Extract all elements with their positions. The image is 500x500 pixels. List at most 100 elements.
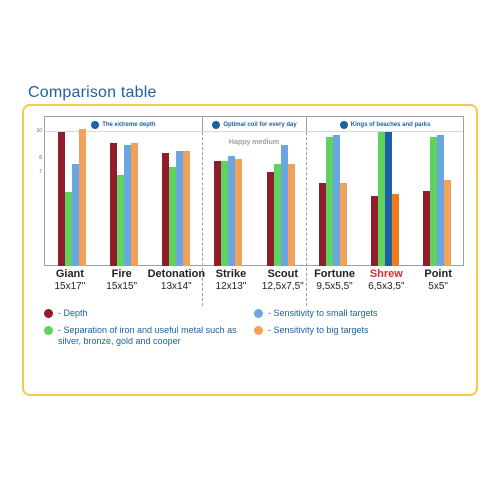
bar-sep — [378, 132, 385, 266]
category — [150, 132, 202, 266]
group-badge-icon — [91, 121, 99, 129]
bar-group — [110, 132, 138, 266]
outer-frame: The extreme depth Optimal coil for every … — [22, 104, 478, 396]
bar-sep — [326, 137, 333, 266]
group-header: Optimal coil for every day — [202, 117, 307, 132]
category-size: 15x15" — [96, 281, 148, 293]
category-size: 5x5" — [412, 281, 464, 293]
bar-big — [235, 159, 242, 266]
bar-small — [385, 132, 392, 266]
category-name: Detonation — [148, 268, 205, 281]
legend-text: - Separation of iron and useful metal su… — [58, 325, 254, 347]
bar-sep — [221, 161, 228, 266]
category-name: Fortune — [309, 268, 361, 281]
group-label-text: The extreme depth — [102, 122, 155, 128]
category — [45, 132, 97, 266]
bar-big — [288, 164, 295, 266]
legend: - Depth - Separation of iron and useful m… — [44, 308, 464, 346]
group-header-row: The extreme depth Optimal coil for every … — [45, 117, 463, 132]
bar-depth — [267, 172, 274, 266]
bar-big — [79, 129, 86, 266]
chart-area: The extreme depth Optimal coil for every … — [44, 116, 464, 266]
group-badge-icon — [212, 121, 220, 129]
bar-big — [340, 183, 347, 266]
bars-row — [45, 131, 463, 266]
y-ticks: 7 8 10 — [34, 131, 44, 266]
bar-depth — [162, 153, 169, 266]
category-size: 13x14" — [148, 281, 205, 293]
bar-big — [183, 151, 190, 266]
bar-small — [124, 145, 131, 266]
legend-item: - Separation of iron and useful metal su… — [44, 325, 254, 347]
bar-depth — [423, 191, 430, 266]
legend-swatch-icon — [44, 309, 53, 318]
legend-item: - Depth — [44, 308, 254, 319]
group-badge-icon — [340, 121, 348, 129]
y-tick-label: 8 — [39, 155, 42, 161]
category-size: 15x17" — [44, 281, 96, 293]
happy-medium-label: Happy medium — [229, 139, 279, 146]
y-tick-label: 10 — [36, 128, 42, 134]
category-size: 6,5x3,5" — [360, 281, 412, 293]
bar-group — [267, 132, 295, 266]
bar-group — [371, 132, 399, 266]
legend-col-right: - Sensitivity to small targets - Sensitiv… — [254, 308, 464, 346]
x-label: Point5x5" — [412, 268, 464, 292]
bar-small — [72, 164, 79, 266]
y-tick-label: 7 — [39, 169, 42, 175]
bar-group — [319, 132, 347, 266]
bar-sep — [430, 137, 437, 266]
legend-text: - Sensitivity to small targets — [268, 308, 378, 319]
x-labels-row: Giant15x17"Fire15x15"Detonation13x14"Str… — [44, 268, 464, 292]
bar-sep — [274, 164, 281, 266]
bar-depth — [214, 161, 221, 266]
category-size: 9,5x5,5" — [309, 281, 361, 293]
bar-group — [214, 132, 242, 266]
bar-sep — [65, 192, 72, 266]
legend-text: - Depth — [58, 308, 88, 319]
category-size: 12x13" — [205, 281, 257, 293]
x-label: Strike12x13" — [205, 268, 257, 292]
category — [202, 132, 254, 266]
group-label-text: Kings of beaches and parks — [351, 122, 431, 128]
bar-small — [281, 145, 288, 266]
bar-group — [162, 132, 190, 266]
chart-inner: The extreme depth Optimal coil for every … — [44, 116, 464, 266]
bar-sep — [117, 175, 124, 266]
bar-big — [392, 194, 399, 266]
category — [306, 132, 358, 266]
category-name: Shrew — [360, 268, 412, 281]
bar-group — [423, 132, 451, 266]
category-name: Strike — [205, 268, 257, 281]
category-name: Giant — [44, 268, 96, 281]
legend-text: - Sensitivity to big targets — [268, 325, 369, 336]
x-label: Shrew6,5x3,5" — [360, 268, 412, 292]
category — [411, 132, 463, 266]
group-label-text: Optimal coil for every day — [223, 122, 296, 128]
bar-big — [444, 180, 451, 266]
bar-sep — [169, 167, 176, 266]
legend-item: - Sensitivity to small targets — [254, 308, 464, 319]
bar-big — [131, 143, 138, 266]
x-label: Scout12,5x7,5" — [257, 268, 309, 292]
category-name: Point — [412, 268, 464, 281]
page-title: Comparison table — [28, 84, 157, 102]
legend-col-left: - Depth - Separation of iron and useful m… — [44, 308, 254, 346]
bar-small — [176, 151, 183, 266]
category-name: Fire — [96, 268, 148, 281]
legend-swatch-icon — [254, 309, 263, 318]
bar-small — [228, 156, 235, 266]
bar-depth — [58, 132, 65, 266]
bar-depth — [110, 143, 117, 266]
group-header: The extreme depth — [45, 117, 202, 132]
legend-swatch-icon — [44, 326, 53, 335]
legend-swatch-icon — [254, 326, 263, 335]
group-header: Kings of beaches and parks — [306, 117, 463, 132]
bar-small — [437, 135, 444, 266]
bar-group — [58, 132, 86, 266]
bar-depth — [319, 183, 326, 266]
x-label: Detonation13x14" — [148, 268, 205, 292]
legend-item: - Sensitivity to big targets — [254, 325, 464, 336]
category-name: Scout — [257, 268, 309, 281]
category-size: 12,5x7,5" — [257, 281, 309, 293]
